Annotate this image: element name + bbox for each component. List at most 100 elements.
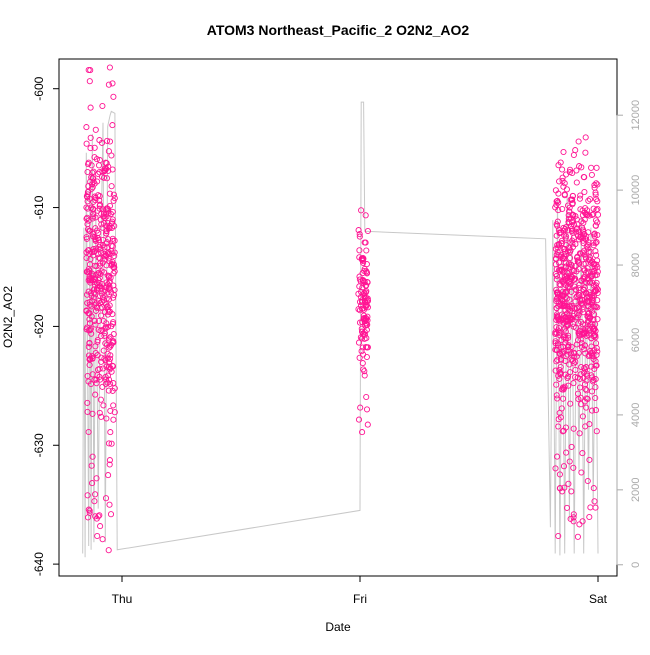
data-point — [552, 187, 559, 194]
data-point — [97, 376, 104, 383]
data-point — [100, 317, 107, 325]
data-point — [84, 291, 91, 298]
y-left-tick-label: -610 — [32, 195, 46, 219]
data-point — [583, 243, 590, 250]
data-point — [553, 304, 560, 312]
data-point — [362, 212, 369, 219]
data-point — [576, 384, 584, 391]
data-point — [89, 169, 96, 176]
data-point — [579, 413, 586, 420]
data-point — [97, 283, 104, 290]
data-point — [582, 149, 589, 156]
data-point — [97, 216, 104, 223]
data-point — [588, 164, 595, 171]
data-point — [92, 237, 99, 244]
data-point — [575, 396, 582, 403]
data-point — [586, 327, 593, 334]
data-point — [557, 414, 564, 421]
data-point — [83, 124, 90, 131]
data-point — [86, 78, 93, 85]
data-point — [104, 350, 111, 357]
data-point — [584, 318, 591, 326]
data-point — [557, 282, 564, 289]
data-point — [586, 513, 593, 521]
x-tick-label: Thu — [112, 592, 133, 606]
data-point — [552, 465, 559, 472]
data-point — [553, 358, 560, 365]
data-point — [570, 514, 577, 521]
data-point — [110, 93, 117, 100]
data-point — [100, 174, 108, 181]
data-point — [106, 296, 113, 303]
data-point — [560, 183, 567, 190]
data-point — [363, 353, 370, 361]
data-point — [566, 166, 574, 173]
data-point — [111, 385, 118, 392]
data-point — [553, 201, 560, 208]
data-point — [95, 162, 103, 169]
data-point — [96, 373, 103, 380]
data-point — [567, 254, 574, 262]
data-point — [555, 317, 562, 324]
data-point — [568, 227, 575, 234]
data-point — [591, 230, 598, 237]
data-point — [92, 126, 99, 133]
data-point — [570, 380, 577, 387]
data-point — [97, 333, 104, 340]
data-point — [561, 180, 568, 187]
data-point — [86, 301, 93, 308]
data-point — [565, 480, 572, 487]
data-point — [592, 340, 600, 347]
data-point — [592, 222, 599, 229]
data-point — [101, 250, 108, 257]
data-point — [87, 134, 94, 141]
data-point — [589, 407, 596, 414]
data-point — [363, 406, 371, 413]
data-point — [594, 348, 601, 355]
data-point — [565, 373, 572, 380]
data-point — [589, 326, 597, 333]
data-point — [555, 207, 562, 214]
data-point — [107, 407, 114, 414]
data-point — [587, 314, 594, 321]
data-point — [567, 400, 574, 407]
data-point — [592, 239, 599, 247]
data-point — [92, 235, 99, 243]
data-point — [560, 291, 567, 298]
data-point — [559, 317, 566, 324]
data-point — [363, 393, 370, 401]
data-point — [583, 236, 590, 243]
data-point — [89, 354, 96, 361]
data-point — [105, 236, 112, 243]
data-point — [363, 302, 370, 309]
data-point — [592, 303, 599, 310]
data-point — [560, 463, 568, 470]
data-point — [563, 272, 570, 279]
data-point — [556, 471, 563, 478]
data-point — [594, 286, 601, 293]
data-point — [106, 138, 114, 145]
data-point — [570, 464, 577, 471]
data-point — [558, 405, 565, 412]
data-point — [567, 263, 574, 271]
data-point — [566, 458, 573, 465]
data-point — [84, 408, 91, 415]
data-point — [568, 343, 575, 350]
data-point — [592, 191, 599, 198]
data-point — [563, 449, 570, 456]
data-point — [363, 268, 370, 275]
data-point — [570, 320, 577, 327]
data-point — [85, 183, 92, 190]
data-point — [104, 355, 111, 362]
data-point — [360, 331, 367, 338]
data-point — [580, 331, 587, 338]
data-point — [592, 189, 599, 196]
data-point — [562, 424, 569, 431]
data-point — [592, 407, 600, 414]
data-point — [98, 413, 105, 420]
data-point — [96, 205, 103, 212]
data-point — [554, 197, 561, 204]
data-point — [556, 178, 563, 185]
data-point — [97, 523, 104, 530]
data-point — [103, 239, 111, 246]
